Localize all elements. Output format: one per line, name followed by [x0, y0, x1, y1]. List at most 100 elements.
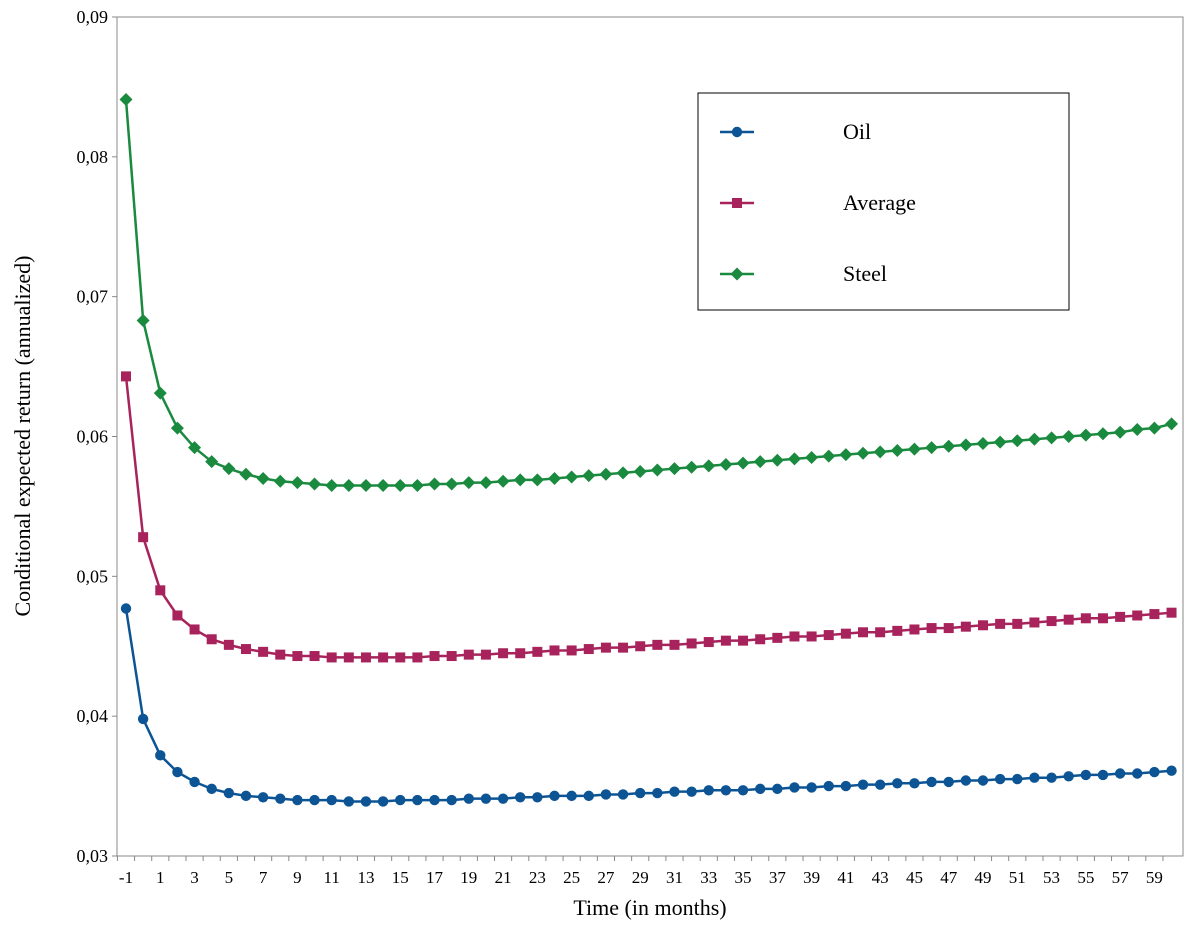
data-point-oil	[257, 792, 269, 803]
data-point-oil	[823, 780, 834, 792]
data-point-steel	[1027, 432, 1041, 446]
data-point-average	[549, 645, 560, 656]
data-point-oil	[377, 796, 389, 807]
data-point-average	[1029, 617, 1040, 628]
data-point-steel	[548, 471, 561, 485]
data-point-oil	[549, 790, 560, 802]
x-tick-label: 3	[190, 868, 199, 887]
data-point-steel	[239, 467, 253, 481]
data-point-steel	[839, 448, 853, 462]
data-point-oil	[532, 792, 543, 803]
data-point-average	[789, 631, 800, 642]
data-point-oil	[1114, 768, 1126, 779]
data-point-steel	[290, 476, 304, 490]
legend-label-average: Average	[843, 190, 916, 215]
x-tick-label: 27	[597, 868, 615, 887]
data-point-oil	[1132, 768, 1143, 779]
data-point-average	[446, 651, 457, 662]
data-point-oil	[497, 793, 509, 804]
data-point-oil	[840, 780, 852, 792]
data-point-average	[1097, 613, 1108, 624]
legend-marker-steel	[730, 267, 744, 281]
data-point-oil	[463, 793, 474, 804]
data-point-steel	[925, 441, 939, 455]
data-point-average	[669, 639, 680, 650]
data-point-average	[823, 630, 834, 641]
data-point-oil	[994, 773, 1006, 785]
series-oil	[120, 603, 1177, 807]
x-tick-label: 7	[259, 868, 268, 887]
data-point-oil	[874, 779, 886, 790]
data-point-steel	[565, 470, 579, 484]
x-tick-label: 11	[323, 868, 339, 887]
data-point-oil	[1063, 771, 1074, 782]
data-point-average	[1166, 607, 1177, 618]
data-point-average	[943, 623, 954, 634]
data-point-average	[858, 627, 869, 638]
data-point-oil	[926, 776, 937, 788]
data-point-steel	[308, 477, 322, 491]
data-point-steel	[1165, 417, 1179, 431]
data-point-steel	[273, 474, 287, 488]
data-point-oil	[806, 782, 817, 793]
data-point-average	[566, 645, 577, 656]
data-point-oil	[943, 776, 954, 788]
data-point-steel	[325, 478, 339, 492]
data-point-oil	[686, 786, 697, 797]
data-point-average	[1063, 614, 1074, 625]
data-point-average	[155, 585, 166, 596]
data-point-steel	[976, 436, 990, 450]
data-point-oil	[1097, 769, 1109, 781]
x-axis-title: Time (in months)	[573, 895, 726, 920]
data-point-average	[532, 646, 543, 657]
data-point-average	[309, 651, 320, 662]
y-tick-label: 0,09	[77, 7, 109, 27]
data-point-oil	[120, 603, 132, 614]
data-point-steel	[993, 435, 1007, 449]
x-axis: -1 1 3 5 7 9 11 13 15 17 19 21 23 25 27 29 31 33 35 37 39 41 4…	[116, 856, 1164, 887]
data-point-steel	[1130, 423, 1144, 437]
data-point-average	[412, 652, 423, 663]
data-point-steel	[136, 313, 150, 327]
data-point-average	[600, 642, 611, 653]
x-tick-label: 25	[563, 868, 580, 887]
data-point-steel	[633, 464, 647, 478]
data-point-average	[909, 624, 920, 635]
data-point-average	[326, 652, 337, 663]
x-tick-label: 29	[632, 868, 649, 887]
legend-item-oil: Oil	[720, 119, 871, 144]
data-point-steel	[496, 474, 510, 488]
data-point-oil	[412, 794, 423, 806]
data-point-average	[1046, 616, 1057, 627]
data-point-steel	[1010, 434, 1024, 448]
data-point-oil	[754, 783, 766, 795]
data-point-average	[772, 632, 783, 643]
y-axis: 0,03 0,04 0,05 0,06 0,07 0,08 0,09	[77, 7, 117, 866]
y-tick-label: 0,03	[77, 846, 109, 866]
data-point-steel	[222, 462, 236, 476]
data-point-steel	[376, 478, 390, 492]
data-point-steel	[856, 446, 870, 460]
data-point-average	[926, 623, 937, 634]
legend-item-average: Average	[720, 190, 916, 215]
y-tick-label: 0,05	[77, 566, 109, 586]
data-point-average	[189, 624, 200, 635]
data-point-steel	[959, 438, 973, 452]
data-point-average	[1132, 610, 1143, 621]
data-point-steel	[359, 478, 373, 492]
data-point-steel	[188, 441, 202, 455]
data-point-oil	[737, 785, 749, 796]
data-point-oil	[1029, 772, 1040, 783]
data-point-oil	[395, 794, 406, 806]
data-point-average	[515, 648, 526, 659]
data-point-steel	[599, 467, 613, 481]
x-tick-label: 49	[975, 868, 992, 887]
data-point-oil	[1149, 766, 1160, 778]
data-point-oil	[977, 775, 989, 786]
data-point-average	[275, 649, 286, 660]
data-point-average	[703, 637, 714, 648]
data-point-oil	[446, 794, 457, 806]
data-point-average	[1012, 618, 1023, 629]
data-point-oil	[583, 790, 594, 802]
data-point-oil	[360, 796, 372, 807]
